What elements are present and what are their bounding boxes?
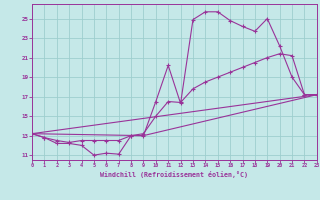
X-axis label: Windchill (Refroidissement éolien,°C): Windchill (Refroidissement éolien,°C) bbox=[100, 171, 248, 178]
